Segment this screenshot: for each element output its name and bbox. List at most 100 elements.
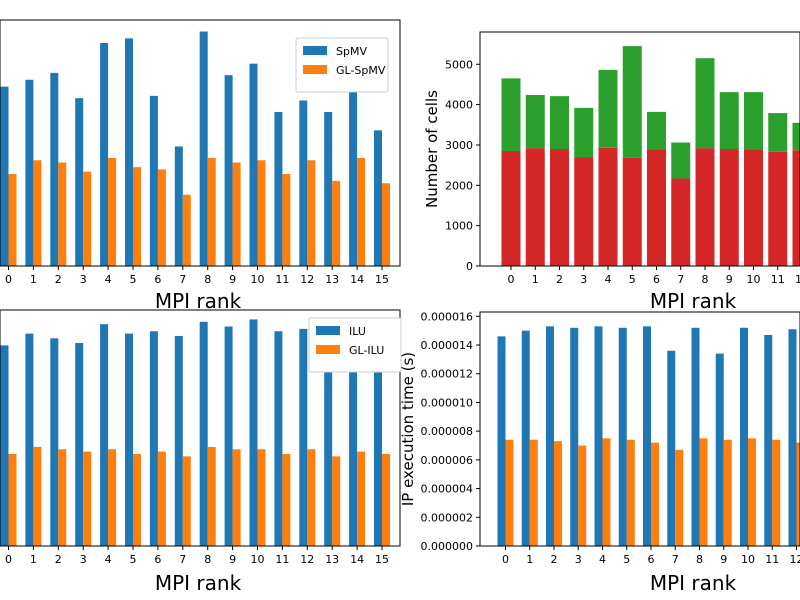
bar-br-s1-7 — [675, 449, 684, 546]
x-tick-label-br-4: 4 — [599, 553, 606, 566]
x-tick-label-tr-12: 12 — [795, 273, 800, 286]
bar-bl-s0-11 — [274, 331, 283, 546]
bar-tr-s1-6 — [647, 111, 666, 150]
y-axis-label-br: IP execution time (s) — [399, 352, 417, 506]
bar-tr-s1-8 — [695, 58, 715, 149]
bar-br-s0-2 — [546, 326, 554, 546]
legend-tl: SpMV GL-SpMV — [295, 37, 389, 93]
bar-bl-s0-7 — [174, 335, 183, 546]
bar-bl-s0-12 — [299, 328, 308, 546]
bar-tr-s1-2 — [550, 96, 569, 149]
x-tick-label-tr-3: 3 — [580, 273, 587, 286]
bar-tr-s0-5 — [622, 157, 642, 266]
y-tick-label-br-0: 0.000000 — [421, 540, 474, 553]
bar-bl-s1-5 — [133, 453, 141, 546]
bar-bl-s1-4 — [108, 449, 117, 546]
bar-bl-s0-3 — [75, 343, 84, 546]
x-tick-label-br-7: 7 — [672, 553, 679, 566]
bar-bl-s1-3 — [83, 451, 92, 546]
bar-bl-s0-2 — [50, 338, 59, 546]
x-tick-label-bl-0: 0 — [5, 553, 12, 566]
bar-tr-s1-3 — [574, 107, 594, 158]
bar-tl-s1-14 — [357, 157, 366, 266]
bar-tl-s0-9 — [224, 75, 233, 267]
y-tick-label-br-4: 0.000008 — [421, 425, 474, 438]
bar-br-s0-10 — [740, 327, 748, 546]
bar-tl-s1-9 — [232, 162, 241, 266]
bar-tl-s1-5 — [133, 167, 141, 266]
bar-bl-s1-7 — [182, 456, 191, 546]
x-tick-label-br-1: 1 — [526, 553, 533, 566]
y-tick-label-br-3: 0.000006 — [421, 454, 474, 467]
bar-tr-s0-4 — [598, 147, 618, 266]
bar-tl-s1-1 — [33, 160, 42, 266]
x-tick-label-tl-7: 7 — [179, 273, 186, 286]
legend-label-tl-0: SpMV — [336, 45, 367, 58]
x-axis-label-tr: MPI rank — [650, 289, 737, 313]
bar-tr-s0-3 — [574, 157, 594, 266]
bar-bl-s0-6 — [149, 331, 158, 546]
bar-tr-s1-7 — [671, 142, 691, 179]
x-tick-label-tr-7: 7 — [677, 273, 684, 286]
x-tick-label-tl-8: 8 — [204, 273, 211, 286]
bar-tl-s0-7 — [174, 146, 183, 266]
bar-bl-s1-1 — [33, 446, 42, 546]
bar-br-s1-9 — [723, 439, 732, 546]
x-tick-label-tr-2: 2 — [556, 273, 563, 286]
y-tick-label-br-1: 0.000002 — [421, 511, 474, 524]
bar-br-s1-6 — [651, 442, 659, 546]
x-tick-label-tr-4: 4 — [605, 273, 612, 286]
bar-br-s1-2 — [554, 441, 562, 546]
bar-tl-s0-13 — [324, 111, 333, 267]
bar-tr-s0-10 — [744, 149, 763, 266]
bar-bl-s1-10 — [257, 449, 266, 546]
bar-br-s0-12 — [788, 329, 797, 546]
bar-br-s0-7 — [667, 350, 676, 546]
bar-tl-s0-15 — [374, 130, 382, 266]
x-tick-label-tl-12: 12 — [300, 273, 314, 286]
bar-bl-s1-12 — [307, 449, 316, 546]
bar-tl-s1-10 — [257, 160, 266, 266]
bar-tr-s0-6 — [647, 149, 666, 266]
x-tick-label-bl-8: 8 — [204, 553, 211, 566]
y-tick-label-br-8: 0.000016 — [421, 310, 474, 323]
axes-frame-tr — [479, 31, 800, 267]
x-tick-label-bl-2: 2 — [55, 553, 62, 566]
legend-bl: ILU GL-ILU — [308, 317, 402, 373]
x-tick-label-bl-7: 7 — [179, 553, 186, 566]
x-tick-label-br-8: 8 — [696, 553, 703, 566]
y-tick-label-tr-3: 3000 — [445, 139, 473, 152]
x-tick-label-br-12: 12 — [790, 553, 800, 566]
bar-bl-s1-2 — [58, 449, 67, 546]
bar-br-s0-0 — [497, 336, 506, 546]
bar-bl-s1-11 — [282, 453, 291, 546]
bar-tr-s0-12 — [792, 150, 800, 266]
bar-br-s0-11 — [764, 334, 773, 546]
bar-tr-s0-1 — [525, 148, 545, 266]
bar-tl-s0-5 — [125, 38, 133, 266]
bar-br-s1-10 — [748, 438, 756, 546]
bar-tr-s1-1 — [525, 94, 545, 149]
bar-tr-s0-11 — [768, 151, 788, 266]
y-tick-label-br-7: 0.000014 — [421, 339, 474, 352]
bar-tl-s1-13 — [332, 180, 341, 266]
x-tick-label-tl-3: 3 — [80, 273, 87, 286]
bar-tl-s0-11 — [274, 111, 283, 267]
x-tick-label-bl-5: 5 — [130, 553, 137, 566]
legend-label-bl-1: GL-ILU — [349, 344, 384, 357]
y-tick-label-br-2: 0.000004 — [421, 483, 474, 496]
axes-frame-bl — [0, 309, 401, 547]
bar-bl-s1-15 — [382, 453, 390, 546]
legend-label-bl-0: ILU — [349, 325, 366, 338]
x-tick-label-br-10: 10 — [741, 553, 755, 566]
bar-tl-s1-15 — [382, 183, 390, 266]
x-axis-label-br: MPI rank — [650, 571, 737, 595]
x-tick-label-tl-10: 10 — [251, 273, 265, 286]
bar-br-s1-4 — [602, 438, 611, 546]
x-tick-label-tl-13: 13 — [325, 273, 339, 286]
x-tick-label-bl-4: 4 — [105, 553, 112, 566]
axes-frame-br — [479, 311, 800, 547]
x-tick-label-tr-0: 0 — [508, 273, 515, 286]
